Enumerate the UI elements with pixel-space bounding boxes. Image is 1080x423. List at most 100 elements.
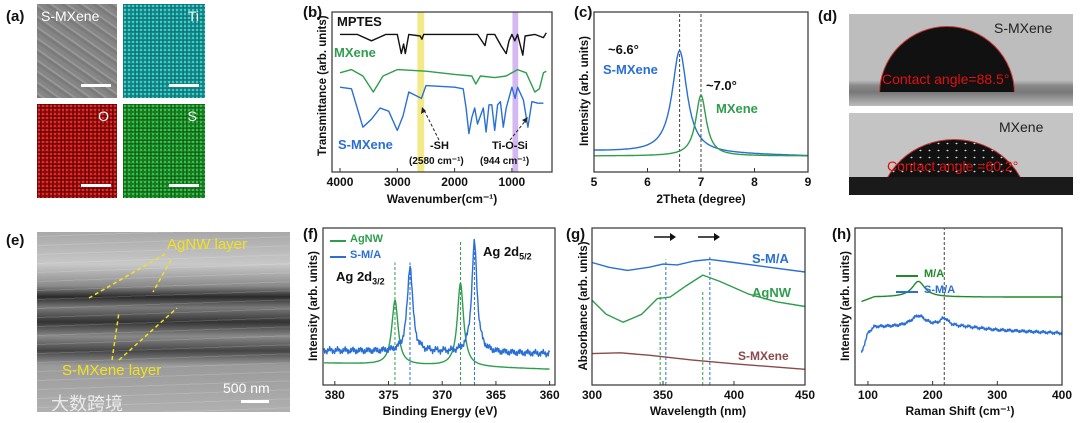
panel-label-b: (b): [303, 4, 323, 21]
ftir-plot: 4000 3000 2000 1000: [327, 11, 553, 189]
series-label-mptes: MPTES: [337, 14, 382, 29]
plot-frame: [854, 227, 1063, 386]
x-tick-label: 360: [540, 388, 560, 402]
y-axis-label: Absorbance (arb. units): [578, 241, 590, 371]
legend-swatch-m-a: [896, 275, 918, 277]
annotation-ti-o-si-wavenumber: (944 cm⁻¹): [480, 156, 530, 167]
legend-swatch-s-m-a: [330, 256, 346, 258]
raman-plot: 100 200 300 400: [854, 227, 1072, 402]
watermark: 大数跨境: [51, 394, 123, 412]
series-line-mxene: [593, 94, 809, 157]
x-tick-label: 300: [582, 388, 602, 402]
tile-label: Ti: [187, 8, 199, 24]
x-tick-label: 2000: [441, 175, 468, 189]
x-tick-label: 3000: [384, 175, 411, 189]
peak-label-text: Ag 2d: [483, 244, 520, 259]
x-axis-label: Wavenumber(cm⁻¹): [386, 192, 498, 206]
series-line-m-a: [861, 280, 1063, 303]
legend-label-m-a: M/A: [924, 268, 945, 280]
x-tick-label: 9: [805, 175, 812, 189]
peak-label-subscript: 5/2: [519, 251, 532, 262]
series-line-s-mxene: [593, 50, 809, 157]
scale-bar-label: 500 nm: [223, 380, 270, 396]
legend-label-s-m-a: S-M/A: [350, 249, 382, 261]
annotation-sh: -SH: [430, 140, 449, 152]
tile-label: O: [98, 108, 109, 124]
legend-swatch-s-m-a: [896, 291, 918, 293]
tile-label: S: [187, 108, 197, 124]
contact-angle-text: Contact angle=88.5°: [882, 71, 1010, 87]
scale-bar: [81, 184, 111, 187]
series-line-agnw: [591, 274, 806, 323]
eds-map-s: S: [123, 104, 205, 198]
contact-angle-text: Contact angle =60.2°: [887, 158, 1019, 174]
peak-label-6-6: ~6.6°: [608, 42, 639, 57]
series-label-mxene: MXene: [716, 101, 758, 116]
x-tick-label: 6: [644, 175, 651, 189]
series-label-mxene: MXene: [334, 45, 376, 60]
sample-label: S-MXene: [994, 20, 1053, 36]
annotation-arrows: [88, 253, 178, 361]
series-label-s-mxene: S-MXene: [338, 137, 393, 152]
x-tick-label: 400: [724, 388, 744, 402]
substrate: [849, 92, 1073, 106]
x-tick-label: 365: [486, 388, 506, 402]
x-axis-label: Binding Energy (eV): [382, 404, 498, 418]
series-label-s-mxene: S-MXene: [738, 349, 789, 363]
peak-label-ag-2d52: Ag 2d5/2: [483, 244, 532, 262]
panel-label-e: (e): [6, 232, 25, 249]
substrate: [849, 177, 1073, 195]
highlight-band: [417, 12, 425, 172]
x-tick-label: 5: [591, 175, 598, 189]
y-axis-label: Intensity (arb. units): [840, 251, 852, 361]
panel-label-f: (f): [303, 226, 318, 243]
xrd-plot: 5 6 7 8 9: [591, 11, 812, 189]
y-axis-label: Transmittance (arb. units): [317, 15, 329, 156]
scale-bar: [241, 400, 269, 403]
agnw-layer-label: AgNW layer: [167, 236, 248, 253]
series-line-s-m-a: [591, 258, 806, 273]
peak-label-text: Ag 2d: [336, 269, 373, 284]
annotation-ti-o-si: Ti-O-Si: [492, 140, 528, 152]
annotation-sh-wavenumber: (2580 cm⁻¹): [409, 156, 464, 167]
legend-swatch-agnw: [330, 240, 346, 242]
series-line-s-mxene: [591, 352, 806, 370]
arrow-right-icon: [670, 233, 720, 241]
x-tick-label: 4000: [327, 175, 354, 189]
panel-label-a: (a): [6, 8, 25, 25]
series-line-agnw: [324, 283, 550, 370]
series-line-mptes: [340, 32, 547, 56]
x-tick-label: 450: [795, 388, 815, 402]
series-line-s-m-a: [323, 238, 551, 358]
panel-label-d: (d): [818, 8, 838, 25]
y-axis-label: Intensity (arb. units): [579, 36, 591, 146]
tile-label: S-MXene: [41, 8, 100, 24]
plot-frame: [322, 227, 556, 386]
peak-label-7-0: ~7.0°: [706, 78, 737, 93]
scale-bar: [169, 184, 199, 187]
x-tick-label: 8: [751, 175, 758, 189]
scale-bar: [169, 84, 199, 87]
uv-vis-plot: 300 350 400 450: [582, 227, 815, 402]
x-tick-label: 350: [653, 388, 673, 402]
sem-cross-section-image: AgNW layer S-MXene layer 500 nm 大数跨境: [37, 232, 290, 412]
x-axis-label: 2Theta (degree): [656, 192, 746, 206]
x-tick-label: 375: [379, 388, 399, 402]
contact-angle-image-mxene: MXene Contact angle =60.2°: [849, 113, 1073, 195]
series-label-agnw: AgNW: [752, 285, 791, 300]
y-axis-label: Intensity (arb. units): [308, 251, 320, 361]
x-tick-label: 400: [1052, 388, 1072, 402]
sem-image-s-mxene: S-MXene: [37, 4, 117, 98]
x-axis-label: Wavelength (nm): [649, 404, 747, 418]
annotation-arrows: [421, 107, 528, 141]
eds-map-o: O: [37, 104, 117, 198]
redshift-arrows: [654, 233, 720, 241]
plot-frame: [331, 11, 553, 173]
panel-label-g: (g): [566, 226, 586, 243]
peak-label-subscript: 3/2: [372, 276, 385, 287]
s-mxene-layer-label: S-MXene layer: [62, 362, 162, 379]
sem-texture: [37, 232, 290, 412]
contact-angle-image-s-mxene: S-MXene Contact angle=88.5°: [849, 14, 1073, 106]
x-tick-label: 370: [432, 388, 452, 402]
sample-label: MXene: [999, 119, 1044, 135]
